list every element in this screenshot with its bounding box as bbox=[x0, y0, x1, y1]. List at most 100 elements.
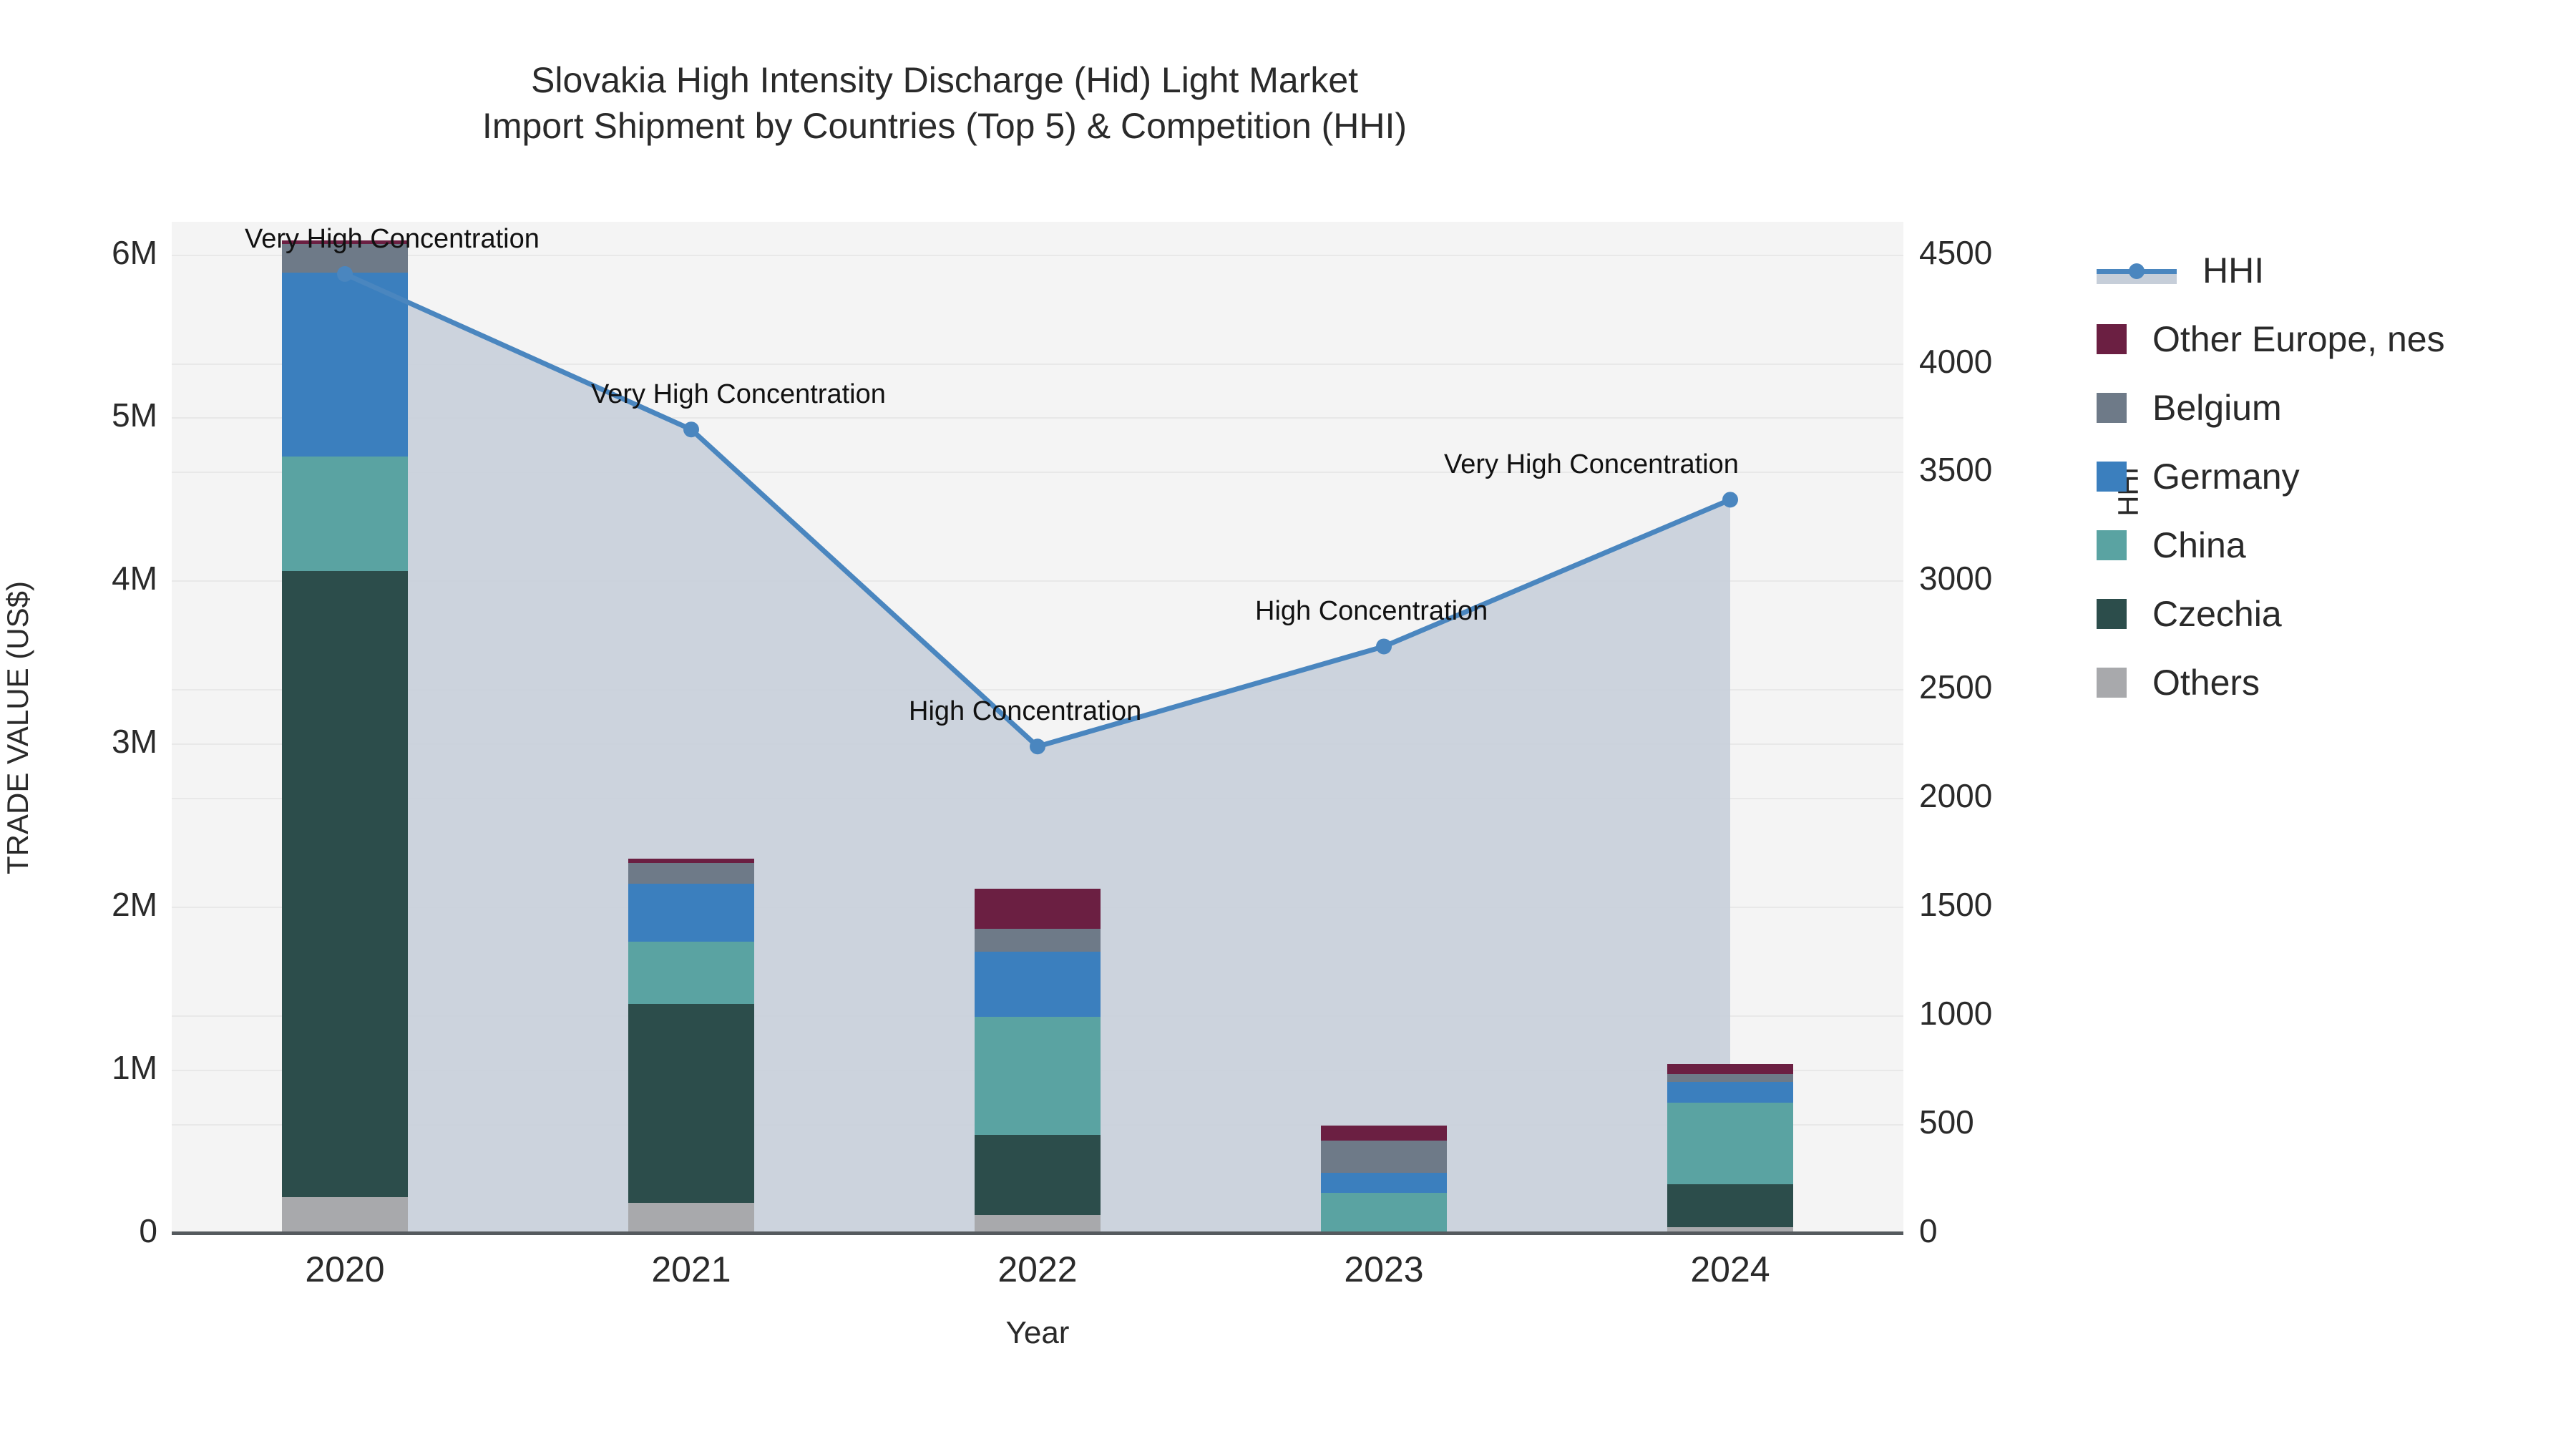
bar-segment-czechia[interactable] bbox=[628, 1003, 754, 1203]
x-axis-title: Year bbox=[1005, 1315, 1070, 1350]
y-tick-left-5M: 5M bbox=[112, 396, 157, 434]
bar-2023[interactable] bbox=[1321, 1125, 1447, 1233]
bar-segment-czechia[interactable] bbox=[975, 1135, 1101, 1215]
gridline bbox=[172, 363, 1903, 365]
bar-segment-china[interactable] bbox=[1667, 1102, 1793, 1184]
gridline bbox=[172, 254, 1903, 256]
y-tick-right-2500: 2500 bbox=[1919, 668, 1993, 706]
y-tick-right-4500: 4500 bbox=[1919, 233, 1993, 271]
legend-item-belgium[interactable]: Belgium bbox=[2097, 374, 2569, 442]
chart-title-line-1: Slovakia High Intensity Discharge (Hid) … bbox=[530, 60, 1359, 100]
bar-segment-other-europe-nes[interactable] bbox=[975, 889, 1101, 929]
bar-segment-czechia[interactable] bbox=[282, 570, 408, 1197]
gridline bbox=[172, 417, 1903, 419]
bar-segment-china[interactable] bbox=[975, 1017, 1101, 1136]
y-tick-left-2M: 2M bbox=[112, 886, 157, 924]
chart-title-line-2: Import Shipment by Countries (Top 5) & C… bbox=[482, 106, 1407, 146]
legend-item-label: HHI bbox=[2202, 250, 2265, 291]
legend-item-hhi[interactable]: HHI bbox=[2097, 236, 2569, 305]
y-tick-left-3M: 3M bbox=[112, 723, 157, 761]
hhi-point-2022[interactable] bbox=[1030, 738, 1045, 755]
y-tick-left-4M: 4M bbox=[112, 560, 157, 597]
legend-item-label: China bbox=[2152, 525, 2246, 565]
y-tick-right-1000: 1000 bbox=[1919, 995, 1993, 1033]
gridline bbox=[172, 580, 1903, 582]
bar-segment-germany[interactable] bbox=[1667, 1082, 1793, 1103]
legend-item-label: Czechia bbox=[2152, 594, 2282, 634]
bar-segment-others[interactable] bbox=[282, 1196, 408, 1233]
bar-segment-germany[interactable] bbox=[1321, 1172, 1447, 1194]
bar-2020[interactable] bbox=[282, 240, 408, 1233]
y-tick-right-0: 0 bbox=[1919, 1212, 1938, 1249]
annotation-2021: Very High Concentration bbox=[591, 379, 886, 410]
bar-segment-germany[interactable] bbox=[975, 951, 1101, 1018]
hhi-point-2024[interactable] bbox=[1722, 492, 1738, 508]
annotation-2024: Very High Concentration bbox=[1444, 449, 1739, 480]
legend-item-czechia[interactable]: Czechia bbox=[2097, 580, 2569, 648]
legend-item-label: Germany bbox=[2152, 457, 2300, 497]
chart-title: Slovakia High Intensity Discharge (Hid) … bbox=[0, 57, 1889, 149]
hhi-point-2020[interactable] bbox=[337, 265, 353, 282]
bar-segment-china[interactable] bbox=[282, 457, 408, 571]
hhi-line bbox=[337, 265, 1738, 755]
legend-item-others[interactable]: Others bbox=[2097, 648, 2569, 717]
legend-swatch-icon bbox=[2097, 393, 2127, 423]
bar-2024[interactable] bbox=[1667, 1064, 1793, 1233]
legend-swatch-icon bbox=[2097, 530, 2127, 560]
annotation-2020: Very High Concentration bbox=[245, 223, 540, 254]
legend-line-marker-icon bbox=[2097, 255, 2177, 286]
x-tick-2023: 2023 bbox=[1344, 1249, 1424, 1289]
plot-area bbox=[172, 222, 1903, 1235]
bar-segment-belgium[interactable] bbox=[1667, 1073, 1793, 1083]
x-axis-baseline bbox=[172, 1231, 1903, 1235]
bar-segment-other-europe-nes[interactable] bbox=[1321, 1125, 1447, 1141]
bar-segment-china[interactable] bbox=[1321, 1193, 1447, 1231]
gridline bbox=[172, 472, 1903, 474]
x-tick-2020: 2020 bbox=[305, 1249, 385, 1289]
y-tick-left-6M: 6M bbox=[112, 233, 157, 271]
bar-2021[interactable] bbox=[628, 858, 754, 1233]
y-tick-right-1500: 1500 bbox=[1919, 886, 1993, 924]
annotation-2022: High Concentration bbox=[909, 696, 1142, 727]
legend-item-label: Others bbox=[2152, 663, 2260, 703]
y-tick-right-500: 500 bbox=[1919, 1103, 1974, 1141]
bar-segment-germany[interactable] bbox=[282, 272, 408, 457]
hhi-point-2023[interactable] bbox=[1376, 638, 1392, 655]
bar-2022[interactable] bbox=[975, 889, 1101, 1233]
bar-segment-other-europe-nes[interactable] bbox=[282, 240, 408, 244]
annotation-2023: High Concentration bbox=[1255, 596, 1488, 627]
legend-item-china[interactable]: China bbox=[2097, 511, 2569, 580]
x-tick-2021: 2021 bbox=[651, 1249, 731, 1289]
x-tick-2022: 2022 bbox=[997, 1249, 1078, 1289]
bar-segment-other-europe-nes[interactable] bbox=[1667, 1064, 1793, 1074]
bar-segment-china[interactable] bbox=[628, 942, 754, 1004]
legend-swatch-icon bbox=[2097, 668, 2127, 698]
legend-swatch-icon bbox=[2097, 599, 2127, 629]
legend-item-other-europe-nes[interactable]: Other Europe, nes bbox=[2097, 305, 2569, 374]
bar-segment-other-europe-nes[interactable] bbox=[628, 858, 754, 863]
bar-segment-belgium[interactable] bbox=[628, 862, 754, 884]
legend-swatch-icon bbox=[2097, 324, 2127, 354]
y-tick-right-3500: 3500 bbox=[1919, 451, 1993, 489]
bar-segment-others[interactable] bbox=[1667, 1227, 1793, 1233]
y-tick-right-3000: 3000 bbox=[1919, 560, 1993, 597]
bar-segment-belgium[interactable] bbox=[1321, 1141, 1447, 1173]
bar-segment-czechia[interactable] bbox=[1667, 1184, 1793, 1228]
hhi-point-2021[interactable] bbox=[683, 421, 699, 438]
legend-item-label: Other Europe, nes bbox=[2152, 319, 2445, 359]
bar-segment-germany[interactable] bbox=[628, 884, 754, 942]
x-tick-2024: 2024 bbox=[1690, 1249, 1770, 1289]
y-tick-left-0: 0 bbox=[139, 1212, 157, 1249]
y-tick-left-1M: 1M bbox=[112, 1049, 157, 1087]
legend-item-germany[interactable]: Germany bbox=[2097, 442, 2569, 511]
bar-segment-belgium[interactable] bbox=[975, 928, 1101, 952]
bar-segment-others[interactable] bbox=[975, 1214, 1101, 1233]
y-tick-right-4000: 4000 bbox=[1919, 342, 1993, 380]
bar-segment-others[interactable] bbox=[628, 1202, 754, 1233]
legend-item-label: Belgium bbox=[2152, 388, 2282, 428]
legend: HHI Other Europe, nes Belgium Germany China C… bbox=[2097, 236, 2569, 717]
y-tick-right-2000: 2000 bbox=[1919, 777, 1993, 815]
y-axis-left-title: TRADE VALUE (US$) bbox=[1, 580, 34, 874]
gridline bbox=[172, 689, 1903, 691]
